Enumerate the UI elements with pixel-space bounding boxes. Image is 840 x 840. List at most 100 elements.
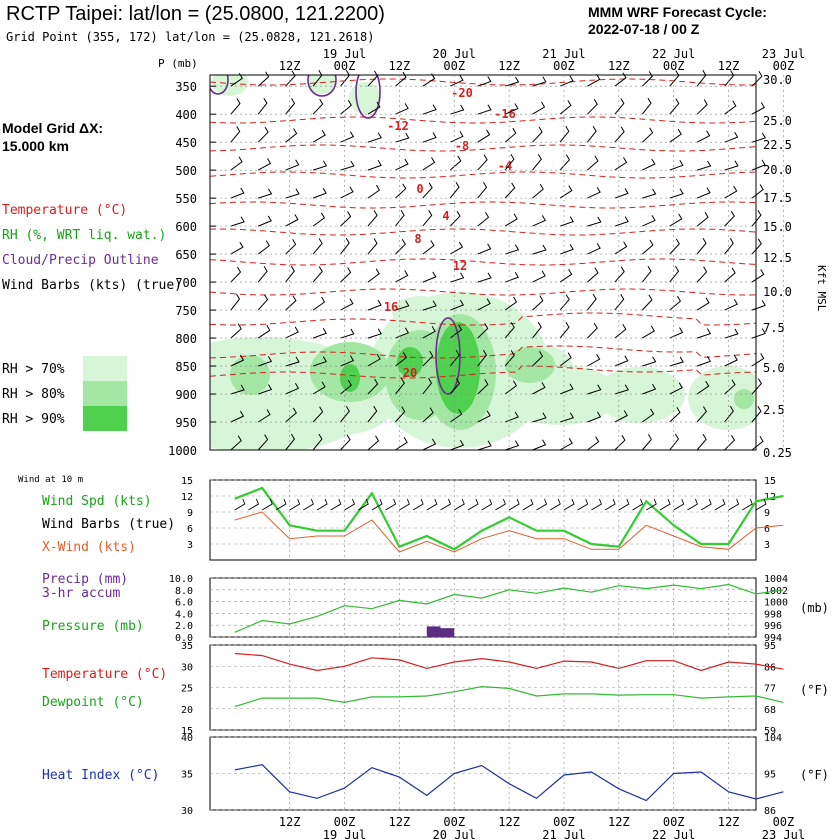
left-tick-label: 4.0 [175, 609, 193, 620]
wind-barb [641, 127, 654, 143]
right-tick-label: 95 [764, 770, 776, 781]
wind-barb [696, 160, 712, 171]
wind-barb [751, 269, 765, 283]
wind-barb [587, 125, 597, 143]
x-wind-label: X-Wind (kts) [42, 540, 136, 555]
wind-barb [285, 214, 299, 227]
bottom-hour-label: 00Z [663, 815, 685, 829]
wind-barb [724, 237, 734, 255]
wind-barb [449, 241, 464, 255]
wind-barb [422, 157, 436, 171]
wind-barb [285, 407, 297, 423]
wind-barb [395, 71, 407, 87]
height-tick-label: 15.0 [763, 220, 792, 234]
wind-barb [696, 130, 711, 143]
wind-barb [614, 216, 629, 227]
wind-barb [504, 322, 515, 339]
wind-barb [587, 267, 599, 283]
wind-barb [230, 354, 245, 367]
wind-barb [258, 384, 273, 395]
top-hour-label: 12Z [498, 59, 520, 73]
wind-barb [724, 210, 735, 227]
wind-barb [614, 98, 625, 115]
isotherm-line [210, 312, 756, 326]
wind-barb [532, 101, 546, 115]
surface-wind-barb [591, 498, 602, 511]
wind-barb [751, 378, 763, 395]
bottom-date-label: 23 Jul [762, 828, 805, 840]
top-hour-label: 12Z [718, 59, 740, 73]
wind-barb [340, 379, 352, 395]
wind-barb [724, 100, 737, 115]
legend-rh80-label: RH > 80% [2, 387, 65, 402]
pressure-axis-label: P (mb) [158, 57, 198, 70]
wind-barb [477, 440, 492, 451]
wind-barb [696, 99, 708, 115]
wind-barb [504, 182, 516, 199]
wind-barb [367, 210, 378, 227]
right-tick-label: 15 [764, 476, 776, 487]
pressure-tick-label: 800 [175, 332, 197, 346]
wind-barb [614, 241, 628, 255]
wind-panel-frame [209, 479, 757, 561]
bottom-date-label: 22 Jul [652, 828, 695, 840]
pressure-tick-label: 550 [175, 192, 197, 206]
grid-point-subtitle: Grid Point (355, 172) lat/lon = (25.0828… [6, 30, 375, 44]
wind-barb [422, 300, 437, 311]
wind-barb [477, 272, 492, 283]
isotherm-label: 12 [453, 259, 467, 273]
wind-barb [669, 160, 684, 171]
cloud-outline [210, 75, 229, 95]
wind-barb [587, 411, 602, 423]
left-tick-label: 15 [181, 726, 193, 737]
rh-region [436, 322, 480, 414]
left-tick-label: 20 [181, 705, 193, 716]
wind-barb [532, 153, 542, 171]
wind-barb [257, 240, 270, 255]
wind-barb [450, 299, 465, 311]
wind-barb [696, 406, 708, 423]
rh-region [212, 75, 248, 96]
wind-barb [669, 213, 683, 227]
isotherm-label: 8 [414, 232, 421, 246]
isotherm-line [210, 201, 756, 209]
left-tick-label: 30 [181, 662, 193, 673]
wind-barb [230, 216, 245, 227]
wind-barb [477, 182, 488, 199]
wind-barb [587, 242, 601, 255]
wind-barb [230, 98, 241, 115]
precip-bar [426, 626, 441, 637]
surface-wind-barb [248, 498, 260, 511]
top-date-label: 21 Jul [542, 47, 585, 61]
wind-barb [340, 328, 355, 339]
wind-barb [642, 383, 657, 395]
wind-barb [504, 154, 515, 171]
wind-barb [230, 241, 244, 255]
model-grid-label: Model Grid ΔX: [2, 120, 104, 136]
wind-barb [724, 185, 738, 199]
wind-barb [642, 188, 657, 199]
forecast-cycle: MMM WRF Forecast Cycle: 2022-07-18 / 00 … [588, 4, 767, 38]
wind-barb [559, 412, 575, 423]
surface-wind-barb [440, 498, 452, 511]
wind-barb [559, 100, 572, 115]
pressure-tick-label: 900 [175, 388, 197, 402]
wind-barb [532, 382, 546, 395]
wind-barb [395, 132, 410, 143]
wind-barb [642, 356, 657, 367]
surface-wind-barb [728, 498, 740, 511]
wind-barb [587, 98, 598, 115]
rh-region [688, 366, 756, 430]
surface-wind-barb [289, 498, 301, 511]
left-tick-label: 2.0 [175, 621, 193, 632]
height-tick-label: 25.0 [763, 114, 792, 128]
height-tick-label: 12.5 [763, 251, 792, 265]
wind-barb [285, 239, 297, 255]
precip-label: Precip (mm) [42, 572, 129, 587]
right-tick-label: 3 [764, 540, 770, 551]
wind-barb [312, 212, 326, 227]
wind-barb [532, 412, 547, 423]
wind-barb [669, 98, 680, 115]
wind-barb [395, 437, 408, 451]
wind-barb [312, 238, 323, 255]
